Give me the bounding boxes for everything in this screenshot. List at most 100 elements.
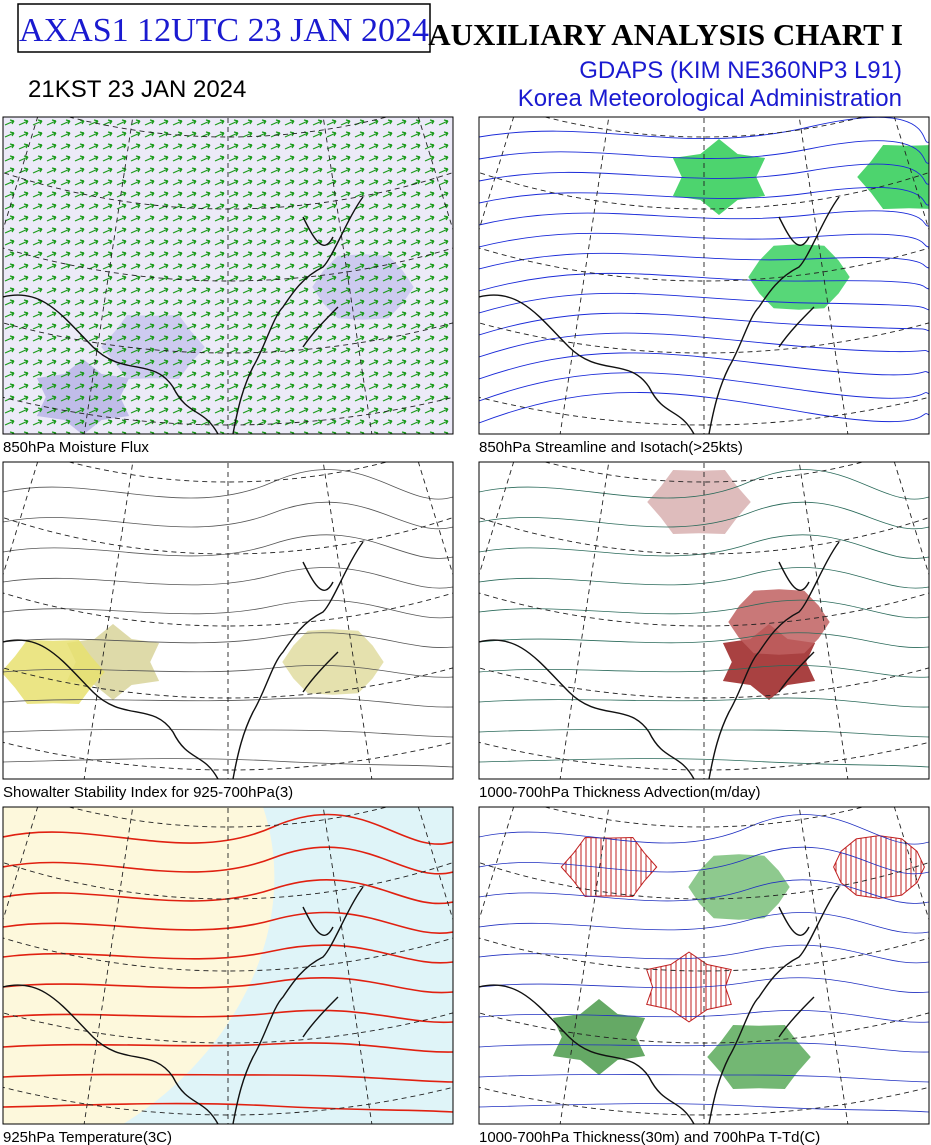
longitude-line <box>559 117 610 434</box>
panel-caption: 1000-700hPa Thickness Advection(m/day) <box>479 784 761 801</box>
contour <box>3 534 453 559</box>
contour <box>479 469 929 500</box>
contour <box>479 912 929 934</box>
map-frame <box>478 116 930 435</box>
contour <box>479 977 929 993</box>
contour <box>3 1009 453 1024</box>
contour <box>479 944 929 964</box>
contour <box>3 1102 453 1113</box>
streamline <box>479 163 929 185</box>
map-body <box>479 117 929 434</box>
shaded-area <box>857 145 929 209</box>
longitude-line <box>83 462 134 779</box>
model-name: GDAPS (KIM NE360NP3 L91) <box>579 57 902 84</box>
streamline <box>479 392 929 424</box>
map-panel: Showalter Stability Index for 925-700hPa… <box>2 461 454 801</box>
contour <box>3 758 453 768</box>
contour <box>3 1042 453 1053</box>
contour <box>3 567 453 589</box>
contour <box>479 846 929 875</box>
streamline <box>479 372 929 402</box>
map-panel: 850hPa Moisture Flux <box>2 116 454 456</box>
streamline <box>479 252 929 270</box>
shaded-area <box>748 244 850 310</box>
contour <box>3 911 453 934</box>
streamline <box>479 352 929 380</box>
streamline <box>479 332 929 358</box>
contour <box>3 697 453 708</box>
contour <box>3 632 453 648</box>
panel-caption: 850hPa Moisture Flux <box>3 439 149 456</box>
hatched-area <box>560 836 658 898</box>
streamline <box>479 312 929 336</box>
contour <box>479 1103 929 1113</box>
shaded-area <box>3 640 105 704</box>
streamline <box>479 272 929 292</box>
map-frame <box>2 461 454 780</box>
shaded-area <box>552 999 646 1075</box>
contour <box>479 632 929 648</box>
contour <box>479 665 929 678</box>
map-body <box>479 462 929 779</box>
map-frame <box>478 461 930 780</box>
contour <box>479 879 929 904</box>
longitude-line <box>322 462 373 779</box>
map-frame <box>2 806 454 1125</box>
contour <box>479 814 929 845</box>
contour <box>479 599 929 619</box>
streamline <box>479 232 929 248</box>
contour <box>3 976 453 994</box>
contour <box>3 469 453 500</box>
contour <box>3 846 453 875</box>
longitude-line <box>83 807 134 1124</box>
coastline <box>479 196 840 434</box>
contour <box>3 813 453 845</box>
chart-title: AUXILIARY ANALYSIS CHART I <box>428 17 903 52</box>
contour <box>3 599 453 619</box>
panel-caption: 850hPa Streamline and Isotach(>25kts) <box>479 439 743 456</box>
coastline <box>3 196 364 434</box>
contour <box>3 501 453 530</box>
contour <box>479 1074 929 1083</box>
contour <box>479 567 929 589</box>
longitude-line <box>798 462 849 779</box>
shaded-area <box>647 470 751 534</box>
streamline <box>479 292 929 314</box>
coastline <box>3 886 364 1124</box>
contour <box>3 1073 453 1083</box>
contour <box>3 729 453 738</box>
contour <box>479 501 929 530</box>
map-panel: 850hPa Streamline and Isotach(>25kts) <box>478 116 930 456</box>
chart-code: AXAS1 12UTC 23 JAN 2024 <box>19 12 429 49</box>
contour <box>479 758 929 768</box>
agency: Korea Meteorological Administration <box>518 85 902 112</box>
contour <box>479 729 929 738</box>
code-box <box>17 3 431 53</box>
contour <box>3 944 453 964</box>
shaded-area <box>282 629 384 695</box>
shaded-area <box>688 854 790 920</box>
map-body <box>3 462 453 779</box>
contour <box>479 1042 929 1053</box>
map-frame <box>478 806 930 1125</box>
panel-caption: Showalter Stability Index for 925-700hPa… <box>3 784 293 801</box>
coastline <box>479 886 840 1124</box>
longitude-line <box>798 117 849 434</box>
streamline <box>479 187 929 206</box>
shaded-area <box>707 1025 811 1089</box>
longitude-line <box>83 117 134 434</box>
longitude-line <box>322 117 373 434</box>
contour <box>479 697 929 708</box>
coastline <box>479 541 840 779</box>
streamline <box>479 140 929 164</box>
map-panel: 1000-700hPa Thickness Advection(m/day) <box>478 461 930 801</box>
longitude-line <box>798 807 849 1124</box>
map-body <box>3 117 453 434</box>
panel-caption: 1000-700hPa Thickness(30m) and 700hPa T-… <box>479 1129 820 1145</box>
panel-caption: 925hPa Temperature(3C) <box>3 1129 172 1145</box>
contour <box>3 665 453 678</box>
